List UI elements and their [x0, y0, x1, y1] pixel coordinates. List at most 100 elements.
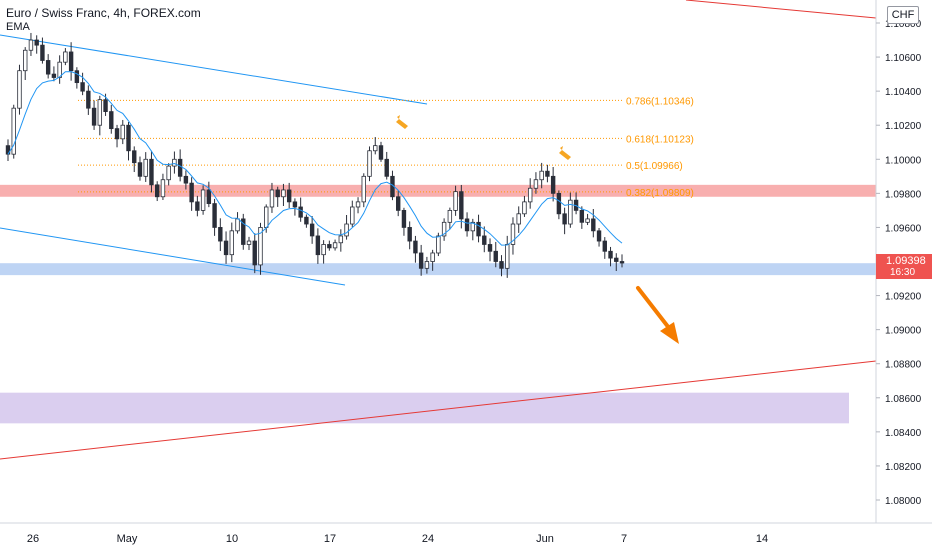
- candle-body[interactable]: [183, 175, 189, 184]
- candle-body[interactable]: [212, 203, 217, 228]
- candle-body[interactable]: [281, 189, 286, 198]
- candle-body[interactable]: [367, 150, 372, 177]
- candle-body[interactable]: [327, 244, 332, 249]
- candle-body[interactable]: [269, 189, 275, 208]
- candle-body[interactable]: [487, 244, 493, 252]
- candle-body[interactable]: [149, 158, 154, 186]
- candle-body[interactable]: [292, 201, 298, 208]
- candle-body[interactable]: [602, 240, 607, 252]
- candle-body[interactable]: [23, 49, 28, 72]
- candle-body[interactable]: [143, 158, 148, 177]
- candle-body[interactable]: [361, 175, 366, 203]
- candle-body[interactable]: [223, 240, 229, 256]
- candle-body[interactable]: [533, 179, 539, 189]
- candle-body[interactable]: [103, 99, 108, 112]
- candle-body[interactable]: [482, 235, 487, 245]
- ema-line[interactable]: [7, 71, 623, 246]
- candle-body[interactable]: [556, 192, 562, 215]
- upper-trend-line[interactable]: [685, 0, 877, 19]
- candle-body[interactable]: [378, 145, 384, 160]
- candle-body[interactable]: [86, 90, 91, 109]
- candle-body[interactable]: [436, 235, 441, 254]
- candle-body[interactable]: [499, 261, 504, 269]
- candle-body[interactable]: [493, 250, 498, 262]
- candle-body[interactable]: [596, 230, 602, 242]
- candle-body[interactable]: [407, 227, 412, 242]
- channel-upper-line[interactable]: [0, 34, 428, 105]
- candle-body[interactable]: [315, 235, 321, 256]
- candle-body[interactable]: [459, 191, 464, 220]
- candle-body[interactable]: [413, 240, 418, 254]
- candle-body[interactable]: [355, 201, 361, 208]
- candle-body[interactable]: [160, 179, 166, 198]
- candle-body[interactable]: [424, 261, 430, 269]
- candle-body[interactable]: [166, 165, 171, 181]
- candle-body[interactable]: [332, 242, 338, 249]
- candle-body[interactable]: [350, 206, 355, 225]
- candle-body[interactable]: [298, 206, 303, 218]
- candle-body[interactable]: [206, 189, 212, 204]
- candle-body[interactable]: [74, 70, 80, 84]
- candle-body[interactable]: [40, 44, 45, 61]
- candle-body[interactable]: [550, 175, 556, 194]
- candle-body[interactable]: [441, 221, 447, 237]
- channel-lower-line[interactable]: [0, 227, 346, 286]
- pencil-marker-1[interactable]: [396, 119, 408, 129]
- candle-body[interactable]: [527, 187, 533, 203]
- candle-body[interactable]: [384, 158, 389, 177]
- candle-body[interactable]: [585, 218, 590, 223]
- candle-body[interactable]: [120, 124, 125, 140]
- candle-body[interactable]: [304, 216, 309, 225]
- candle-body[interactable]: [218, 227, 223, 242]
- candle-body[interactable]: [229, 230, 234, 256]
- candle-body[interactable]: [275, 189, 280, 198]
- candle-body[interactable]: [51, 73, 57, 78]
- currency-button[interactable]: CHF: [887, 6, 919, 24]
- candle-body[interactable]: [401, 209, 407, 228]
- support-zone[interactable]: [0, 263, 876, 276]
- candle-body[interactable]: [235, 218, 240, 232]
- candle-body[interactable]: [177, 158, 183, 177]
- candle-body[interactable]: [562, 213, 567, 225]
- candle-body[interactable]: [28, 39, 34, 51]
- candle-body[interactable]: [80, 82, 85, 92]
- candle-body[interactable]: [195, 201, 200, 211]
- candle-body[interactable]: [510, 223, 516, 245]
- candle-body[interactable]: [286, 189, 292, 203]
- candle-body[interactable]: [11, 107, 16, 155]
- candle-body[interactable]: [200, 189, 206, 211]
- candle-body[interactable]: [522, 201, 527, 215]
- pencil-marker-2[interactable]: [559, 150, 571, 160]
- candle-body[interactable]: [418, 252, 424, 269]
- candle-body[interactable]: [126, 124, 131, 152]
- candle-body[interactable]: [476, 221, 481, 237]
- candle-body[interactable]: [34, 39, 39, 46]
- candle-body[interactable]: [137, 162, 143, 177]
- candle-body[interactable]: [338, 235, 344, 244]
- candle-body[interactable]: [447, 209, 453, 223]
- candle-body[interactable]: [132, 150, 137, 164]
- candle-body[interactable]: [241, 218, 246, 245]
- candle-body[interactable]: [470, 221, 476, 232]
- candle-body[interactable]: [309, 223, 315, 237]
- candle-body[interactable]: [109, 111, 114, 130]
- candle-body[interactable]: [97, 99, 103, 126]
- candle-body[interactable]: [68, 51, 74, 72]
- candle-body[interactable]: [258, 227, 263, 266]
- candle-body[interactable]: [114, 128, 120, 140]
- candle-body[interactable]: [344, 223, 349, 237]
- candle-body[interactable]: [453, 191, 458, 211]
- indicator-label[interactable]: EMA: [6, 21, 30, 33]
- bearish-arrow-shaft[interactable]: [636, 286, 671, 330]
- resistance-zone[interactable]: [0, 184, 876, 197]
- candle-body[interactable]: [464, 218, 470, 232]
- candle-body[interactable]: [619, 261, 625, 264]
- candle-body[interactable]: [91, 107, 97, 126]
- candle-body[interactable]: [252, 240, 257, 266]
- candle-body[interactable]: [568, 199, 573, 225]
- candle-body[interactable]: [63, 51, 68, 63]
- candle-body[interactable]: [321, 244, 326, 256]
- candle-body[interactable]: [246, 240, 252, 245]
- candle-body[interactable]: [608, 250, 613, 259]
